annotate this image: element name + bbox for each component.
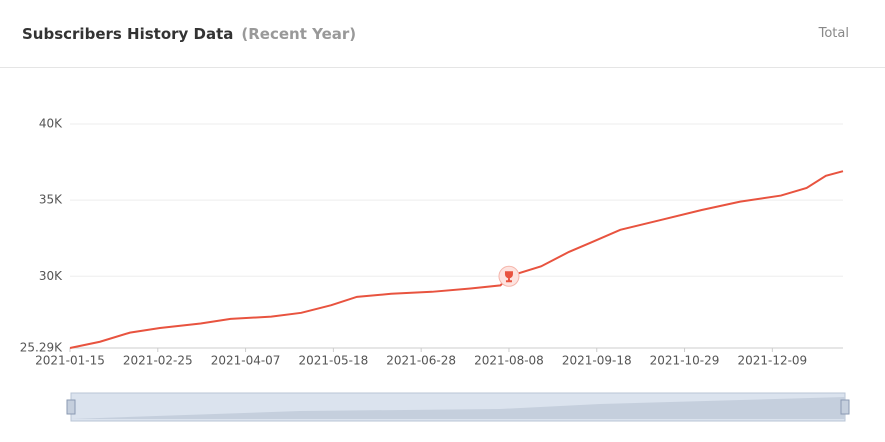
x-tick-label: 2021-09-18: [562, 354, 632, 368]
x-tick-label: 2021-05-18: [299, 354, 369, 368]
header: Subscribers History Data (Recent Year) T…: [0, 0, 885, 68]
x-tick-label: 2021-10-29: [650, 354, 720, 368]
chart: 25.29K 30K 35K 40K 2021-01-15 2021-02-25 2021-…: [20, 117, 850, 422]
zoom-slider[interactable]: [66, 392, 850, 422]
y-tick-label: 25.29K: [20, 341, 63, 355]
slider-handle[interactable]: [66, 399, 76, 415]
y-tick-label: 40K: [39, 117, 63, 131]
x-tick-label: 2021-06-28: [386, 354, 456, 368]
x-tick-label: 2021-04-07: [211, 354, 281, 368]
line: [69, 170, 844, 349]
total-button[interactable]: Total: [818, 26, 849, 41]
title: Subscribers History Data: [22, 24, 234, 43]
x-tick-label: 2021-01-15: [35, 354, 105, 368]
x-tick-label: 2021-12-09: [737, 354, 807, 368]
trophy-icon: [504, 271, 513, 283]
y-tick-label: 35K: [39, 193, 63, 207]
y-tick-label: 30K: [39, 269, 63, 283]
subtitle: (Recent Year): [241, 24, 357, 43]
slider-preview: [71, 397, 845, 419]
x-tick-label: 2021-02-25: [123, 354, 193, 368]
slider-handle[interactable]: [840, 399, 850, 415]
x-tick-label: 2021-08-08: [474, 354, 544, 368]
